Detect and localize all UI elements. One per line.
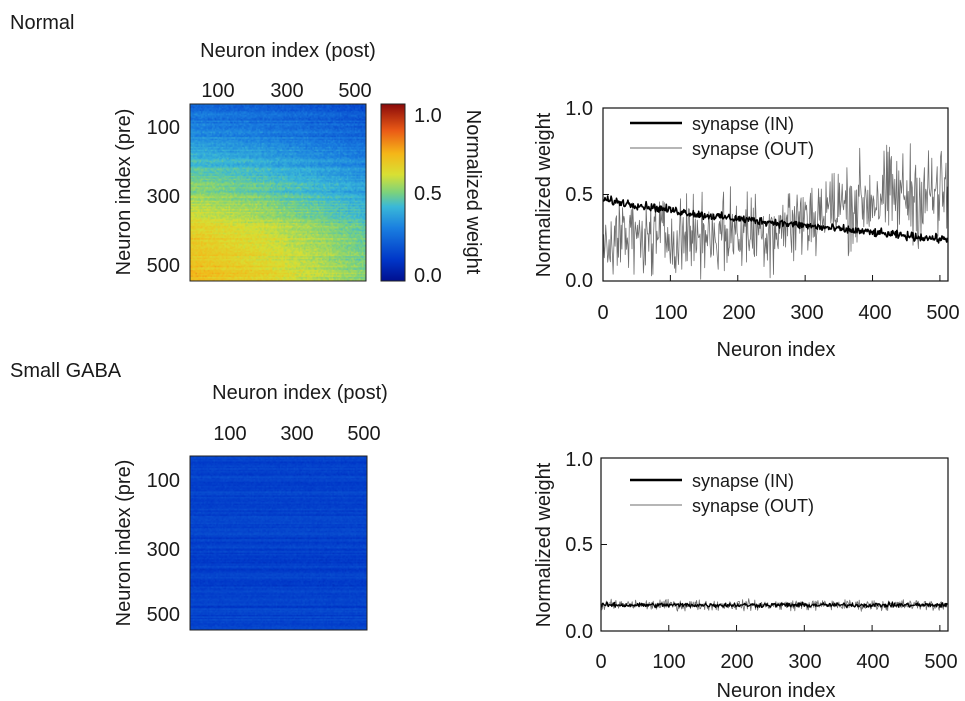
linechart-normal-xtick: 100: [654, 302, 687, 324]
linechart-normal-frame: [602, 107, 949, 282]
heatmap-small-gaba-frame: [189, 455, 368, 631]
linechart-normal-yticklabels: 1.0 0.5 0.0: [565, 98, 593, 292]
heatmap-normal-xlabel: Neuron index (post): [200, 40, 376, 62]
linechart-small-gaba-xtick: 100: [652, 651, 685, 673]
linechart-small-gaba-ytick: 1.0: [565, 449, 593, 471]
linechart-normal-ytick: 0.5: [565, 184, 593, 206]
heatmap-normal-xtick: 300: [270, 80, 303, 102]
series-line-synapse-in: [602, 195, 949, 244]
heatmap-normal-frame: [189, 103, 367, 282]
series-line-synapse-out: [602, 143, 948, 280]
linechart-small-gaba-legend: synapse (IN) synapse (OUT): [630, 471, 814, 516]
heatmap-normal-xticks: 100 300 500: [201, 80, 371, 102]
linechart-normal-legend: synapse (IN) synapse (OUT): [630, 114, 814, 159]
heatmap-normal: Neuron index (post) 100 300 500 100 300 …: [113, 40, 376, 282]
heatmap-small-gaba-xtick: 300: [280, 423, 313, 445]
linechart-small-gaba-xlabel: Neuron index: [717, 680, 836, 701]
linechart-normal-series: [602, 143, 949, 280]
linechart-small-gaba-ytick: 0.5: [565, 534, 593, 556]
linechart-normal-xlabel: Neuron index: [717, 339, 836, 361]
heatmap-small-gaba-xticks: 100 300 500: [213, 423, 380, 445]
linechart-normal-ytick: 1.0: [565, 98, 593, 120]
heatmap-normal-ytick: 300: [147, 186, 180, 208]
linechart-normal-xtick: 0: [597, 302, 608, 324]
heatmap-small-gaba-ytick: 100: [147, 470, 180, 492]
heatmap-normal-image: [190, 104, 366, 281]
heatmap-small-gaba-ylabel: Neuron index (pre): [113, 460, 135, 627]
section-label-small-gaba: Small GABA: [10, 360, 122, 382]
heatmap-normal-yticks: 100 300 500: [147, 117, 180, 277]
linechart-small-gaba-xtick: 200: [720, 651, 753, 673]
heatmap-small-gaba-xtick: 500: [347, 423, 380, 445]
legend-label-in: synapse (IN): [692, 471, 794, 491]
linechart-small-gaba-xtick: 400: [856, 651, 889, 673]
linechart-small-gaba-xticklabels: 0 100 200 300 400 500: [595, 651, 957, 673]
linechart-normal-ytick: 0.0: [565, 270, 593, 292]
linechart-normal-ylabel: Normalized weight: [533, 112, 555, 277]
colorbar-tick: 1.0: [414, 105, 442, 127]
linechart-small-gaba-yticklabels: 1.0 0.5 0.0: [565, 449, 593, 643]
linechart-small-gaba-ylabel: Normalized weight: [533, 462, 555, 627]
heatmap-small-gaba-ytick: 500: [147, 604, 180, 626]
series-line-synapse-in: [600, 601, 948, 609]
heatmap-normal-xtick: 100: [201, 80, 234, 102]
heatmap-normal-ytick: 500: [147, 255, 180, 277]
legend-label-out: synapse (OUT): [692, 496, 814, 516]
linechart-normal-xtick: 500: [926, 302, 959, 324]
legend-label-in: synapse (IN): [692, 114, 794, 134]
colorbar: 1.0 0.5 0.0 Normalized weight: [380, 103, 484, 287]
heatmap-small-gaba-image: [190, 456, 367, 630]
heatmap-normal-ytick: 100: [147, 117, 180, 139]
colorbar-label: Normalized weight: [462, 110, 484, 275]
linechart-small-gaba-frame: [600, 457, 949, 632]
linechart-small-gaba-ytick: 0.0: [565, 621, 593, 643]
linechart-normal-xtick: 200: [722, 302, 755, 324]
linechart-small-gaba-xtick: 0: [595, 651, 606, 673]
linechart-small-gaba-xtick: 300: [788, 651, 821, 673]
heatmap-small-gaba-xtick: 100: [213, 423, 246, 445]
heatmap-small-gaba-ytick: 300: [147, 539, 180, 561]
colorbar-tick: 0.5: [414, 183, 442, 205]
heatmap-small-gaba-xlabel: Neuron index (post): [212, 382, 388, 404]
heatmap-normal-xtick: 500: [338, 80, 371, 102]
linechart-normal-xticklabels: 0 100 200 300 400 500: [597, 302, 959, 324]
legend-label-out: synapse (OUT): [692, 139, 814, 159]
heatmap-small-gaba: Neuron index (post) 100 300 500 100 300 …: [113, 382, 388, 631]
colorbar-tick: 0.0: [414, 265, 442, 287]
colorbar-gradient: [380, 103, 406, 282]
section-label-normal: Normal: [10, 12, 75, 34]
heatmap-normal-ylabel: Neuron index (pre): [113, 109, 135, 276]
linechart-normal: Normalized weight Neuron index 1.0 0.5 0…: [533, 98, 960, 361]
linechart-small-gaba-xtick: 500: [924, 651, 957, 673]
linechart-normal-xtick: 300: [790, 302, 823, 324]
heatmap-small-gaba-yticks: 100 300 500: [147, 470, 180, 626]
linechart-normal-xtick: 400: [858, 302, 891, 324]
linechart-small-gaba-series: [600, 598, 948, 612]
linechart-small-gaba: Normalized weight Neuron index 1.0 0.5 0…: [533, 449, 958, 701]
